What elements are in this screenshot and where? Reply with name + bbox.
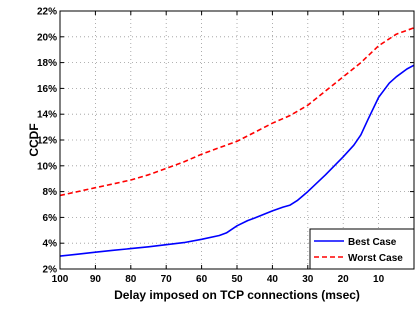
y-tick-label: 4% xyxy=(43,239,58,250)
y-axis-label: CCDF xyxy=(27,123,41,156)
x-tick-label: 60 xyxy=(196,274,208,285)
legend-label-worst-case: Worst Case xyxy=(348,253,403,264)
x-tick-label: 90 xyxy=(90,274,102,285)
x-tick-label: 30 xyxy=(302,274,314,285)
y-tick-label: 14% xyxy=(37,110,57,121)
x-tick-label: 80 xyxy=(125,274,137,285)
legend: Best Case Worst Case xyxy=(309,228,415,270)
series-lines xyxy=(60,27,414,257)
x-tick-label: 40 xyxy=(267,274,279,285)
gridlines xyxy=(60,11,414,269)
y-tick-label: 8% xyxy=(43,187,58,198)
legend-label-best-case: Best Case xyxy=(348,237,397,248)
x-tick-label: 20 xyxy=(338,274,350,285)
tick-labels: 100 90 80 70 60 50 40 30 20 10 2% 4% 6% 8% 10% 12% 14% 16… xyxy=(37,7,385,286)
y-tick-label: 10% xyxy=(37,161,57,172)
y-tick-label: 12% xyxy=(37,136,57,147)
x-axis-label: Delay imposed on TCP connections (msec) xyxy=(114,288,360,302)
series-line-best-case xyxy=(60,64,414,257)
y-tick-label: 22% xyxy=(37,7,57,18)
legend-box xyxy=(309,228,415,270)
y-tick-label: 18% xyxy=(37,58,57,69)
x-tick-label: 100 xyxy=(52,274,69,285)
y-tick-label: 16% xyxy=(37,84,57,95)
y-tick-label: 20% xyxy=(37,32,57,43)
y-tick-label: 2% xyxy=(43,265,58,276)
axis-ticks xyxy=(59,10,414,270)
y-tick-label: 6% xyxy=(43,213,58,224)
x-tick-label: 70 xyxy=(161,274,173,285)
x-tick-label: 50 xyxy=(231,274,243,285)
series-line-worst-case xyxy=(60,27,414,197)
x-tick-label: 10 xyxy=(373,274,385,285)
